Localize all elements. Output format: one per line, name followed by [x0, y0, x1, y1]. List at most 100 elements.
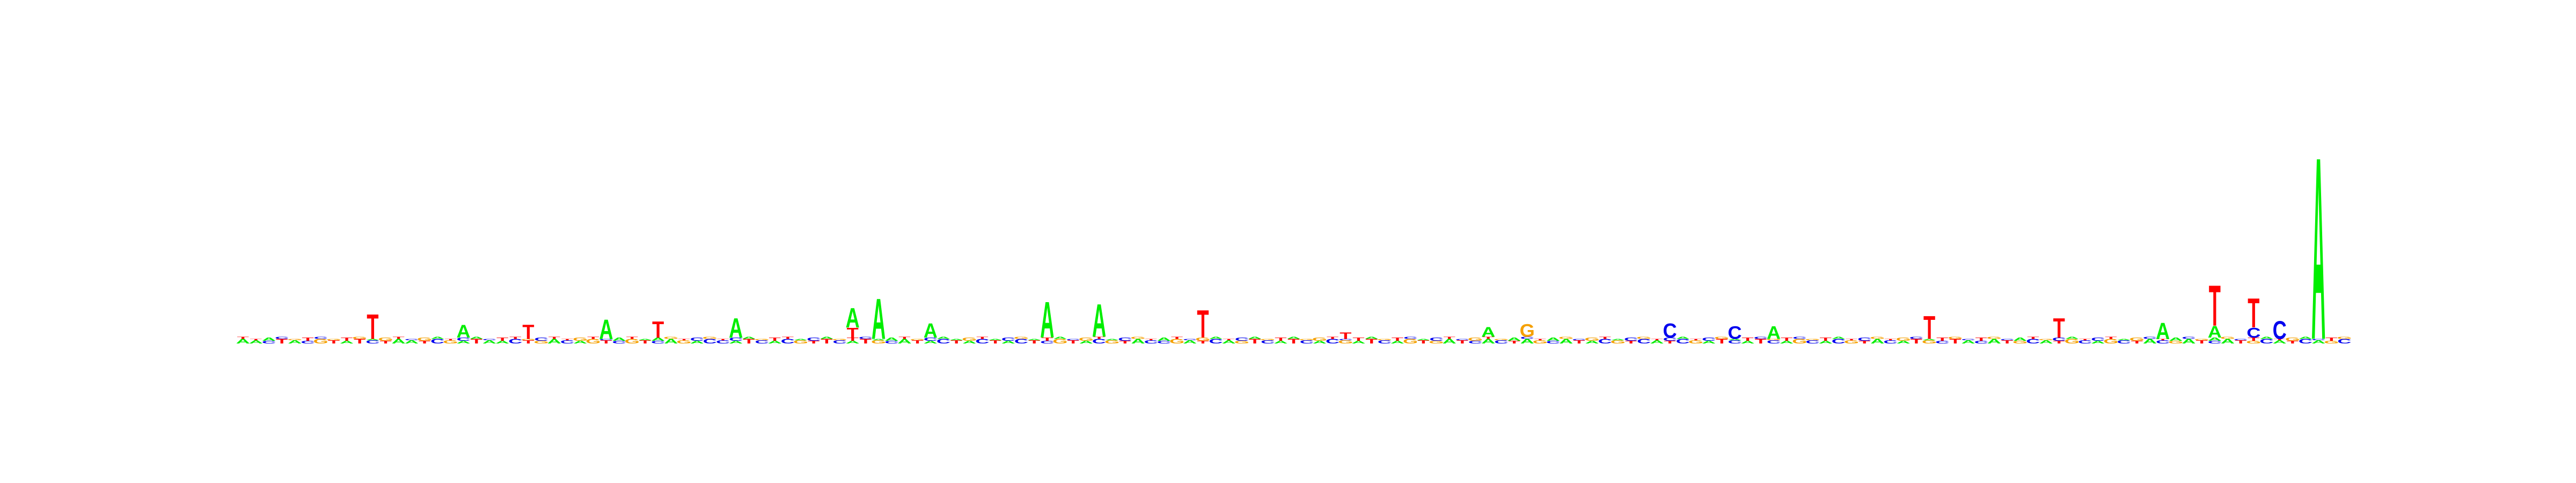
- logo-letter-g-pos-121-0: G: [1792, 338, 1807, 345]
- logo-letter-c-pos-126-1: C: [1857, 336, 1871, 342]
- logo-letter-t-pos-97-1: T: [1482, 336, 1494, 340]
- logo-letter-a-pos-60-0: A: [1001, 340, 1015, 345]
- logo-letter-a-pos-52-0: A: [897, 338, 911, 345]
- logo-letter-g-pos-57-1: G: [962, 336, 977, 342]
- logo-letter-a-pos-51-1: A: [884, 336, 898, 342]
- logo-letter-c-pos-55-0: C: [936, 338, 950, 345]
- logo-letter-a-pos-64-1: A: [1053, 336, 1067, 340]
- logo-letter-t-pos-69-0: T: [1119, 340, 1131, 345]
- logo-letter-t-pos-73-1: T: [1171, 336, 1183, 340]
- logo-letter-a-pos-33-1: A: [651, 336, 665, 342]
- logo-letter-a-pos-74-0: A: [1183, 339, 1197, 345]
- logo-letter-t-pos-153-3: T: [2209, 274, 2221, 339]
- logo-letter-t-pos-77-1: T: [1223, 339, 1235, 341]
- logo-letter-g-pos-115-1: G: [1714, 336, 1729, 340]
- logo-letter-t-pos-29-0: T: [600, 339, 612, 345]
- logo-letter-a-pos-119-2: A: [1767, 322, 1781, 343]
- logo-letter-c-pos-100-1: C: [1520, 336, 1534, 340]
- logo-letter-c-pos-7-1: C: [314, 336, 328, 340]
- logo-letter-t-pos-117-1: T: [1742, 336, 1754, 342]
- logo-letter-t-pos-82-0: T: [1288, 338, 1300, 345]
- logo-letter-t-pos-45-0: T: [808, 340, 819, 345]
- logo-letter-g-pos-61-1: G: [1014, 336, 1029, 340]
- logo-letter-a-pos-100-0: A: [1520, 338, 1534, 345]
- logo-letter-t-pos-118-0: T: [1755, 338, 1767, 345]
- logo-letter-g-pos-107-0: G: [1611, 339, 1626, 345]
- logo-letter-a-pos-57-0: A: [962, 340, 976, 345]
- logo-letter-t-pos-156-3: T: [2248, 289, 2259, 336]
- logo-letter-a-pos-55-1: A: [936, 336, 951, 340]
- logo-letter-a-pos-2-0: A: [249, 339, 263, 345]
- logo-letter-t-pos-28-1: T: [587, 336, 599, 340]
- logo-letter-t-pos-131-2: T: [1923, 310, 1935, 346]
- logo-letter-t-pos-120-1: T: [1781, 336, 1792, 342]
- logo-letter-g-pos-80-1: G: [1260, 339, 1275, 341]
- logo-letter-t-pos-94-1: T: [1444, 336, 1455, 340]
- logo-letter-g-pos-47-1: G: [832, 339, 847, 341]
- logo-letter-a-pos-112-1: A: [1676, 336, 1690, 340]
- logo-letter-t-pos-155-0: T: [2235, 339, 2246, 345]
- logo-letter-a-pos-138-1: A: [2013, 336, 2027, 342]
- logo-letter-c-pos-108-1: C: [1624, 336, 1638, 342]
- logo-letter-a-pos-50-2: A: [872, 287, 885, 352]
- logo-letter-t-pos-53-0: T: [912, 339, 924, 345]
- logo-letter-t-pos-145-1: T: [2105, 336, 2117, 340]
- logo-letter-c-pos-102-0: C: [1546, 340, 1560, 345]
- logo-letter-t-pos-38-1: T: [717, 339, 729, 341]
- logo-letter-t-pos-162-1: T: [2325, 336, 2337, 342]
- logo-letter-c-pos-60-1: C: [1001, 336, 1015, 342]
- logo-letter-c-pos-30-0: C: [612, 340, 626, 345]
- logo-letter-t-pos-59-0: T: [990, 339, 1001, 345]
- logo-letter-t-pos-81-1: T: [1275, 336, 1286, 342]
- logo-letter-c-pos-148-1: C: [2143, 336, 2157, 340]
- logo-letter-t-pos-9-1: T: [341, 336, 353, 342]
- logo-letter-g-pos-129-1: G: [1896, 336, 1911, 342]
- logo-letter-t-pos-26-1: T: [561, 339, 574, 341]
- logo-letter-t-pos-90-1: T: [1392, 336, 1403, 342]
- logo-letter-a-pos-18-0: A: [457, 340, 471, 345]
- logo-letter-t-pos-10-0: T: [354, 338, 366, 345]
- logo-letter-g-pos-27-1: G: [573, 336, 588, 342]
- logo-letter-c-pos-43-0: C: [781, 338, 795, 345]
- logo-letter-c-pos-128-0: C: [1883, 339, 1897, 345]
- logo-letter-g-pos-28-0: G: [586, 338, 601, 345]
- logo-letter-c-pos-85-0: C: [1326, 338, 1340, 345]
- logo-letter-g-pos-91-0: G: [1403, 338, 1418, 345]
- logo-letter-c-pos-83-0: C: [1300, 339, 1314, 345]
- logo-letter-c-pos-61-0: C: [1014, 338, 1028, 345]
- logo-letter-t-pos-132-1: T: [1936, 336, 1948, 342]
- logo-letter-c-pos-161-1: C: [2311, 339, 2325, 341]
- logo-letter-t-pos-1-1: T: [237, 336, 249, 340]
- logo-letter-a-pos-25-0: A: [547, 338, 561, 345]
- logo-letter-c-pos-109-0: C: [1637, 338, 1651, 345]
- logo-letter-a-pos-56-1: A: [949, 339, 963, 341]
- logo-letter-c-pos-96-0: C: [1468, 340, 1482, 345]
- logo-letter-c-pos-37-0: C: [703, 338, 717, 345]
- logo-letter-c-pos-137-1: C: [2000, 339, 2014, 341]
- logo-letter-t-pos-139-1: T: [2027, 336, 2039, 340]
- logo-letter-a-pos-27-0: A: [573, 340, 587, 345]
- logo-letter-c-pos-121-1: C: [1792, 336, 1806, 340]
- logo-letter-c-pos-146-0: C: [2117, 339, 2131, 345]
- logo-letter-a-pos-154-0: A: [2221, 338, 2235, 345]
- logo-letter-t-pos-6-1: T: [302, 336, 313, 342]
- logo-letter-g-pos-89-1: G: [1377, 339, 1392, 341]
- logo-letter-t-pos-92-0: T: [1417, 339, 1429, 345]
- logo-letter-a-pos-42-0: A: [768, 340, 782, 345]
- logo-letter-c-pos-116-2: C: [1728, 322, 1741, 343]
- logo-letter-t-pos-13-1: T: [393, 336, 405, 340]
- logo-letter-a-pos-48-3: A: [846, 302, 860, 333]
- logo-letter-c-pos-95-1: C: [1455, 339, 1469, 341]
- logo-letter-c-pos-74-1: C: [1183, 339, 1197, 341]
- logo-letter-a-pos-153-1: A: [2208, 336, 2222, 342]
- logo-letter-g-pos-50-0: G: [871, 339, 886, 345]
- logo-letter-c-pos-86-1: C: [1338, 339, 1352, 341]
- logo-letter-c-pos-139-0: C: [2026, 338, 2040, 345]
- logo-letter-t-pos-108-0: T: [1625, 340, 1637, 345]
- logo-letter-c-pos-155-1: C: [2234, 339, 2248, 341]
- logo-letter-a-pos-40-1: A: [742, 336, 756, 340]
- logo-letter-c-pos-26-0: C: [560, 339, 574, 345]
- logo-letter-c-pos-134-1: C: [1961, 339, 1975, 341]
- logo-letter-c-pos-89-0: C: [1378, 339, 1392, 345]
- logo-letter-t-pos-63-1: T: [1041, 336, 1053, 342]
